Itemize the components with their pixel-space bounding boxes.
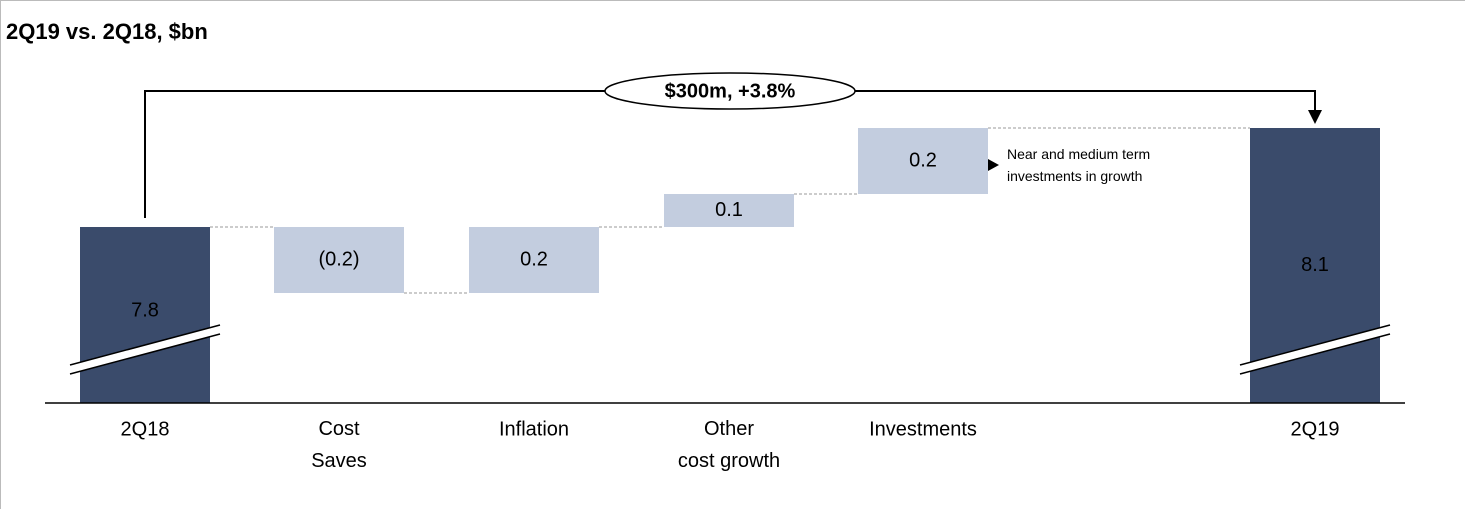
value-label: 8.1 (1301, 254, 1329, 276)
chart-title: 2Q19 vs. 2Q18, $bn (6, 19, 208, 44)
x-tick-label: Other cost growth (678, 418, 780, 472)
note-arrow (988, 159, 999, 171)
axis-break-edge (1239, 333, 1391, 375)
change-callout (604, 72, 856, 110)
bar (80, 227, 210, 403)
value-label: 7.8 (131, 299, 159, 321)
axis-break-edge (69, 333, 221, 375)
bar (858, 128, 988, 194)
value-label: (0.2) (318, 248, 359, 270)
x-tick-label: Cost Saves (311, 418, 367, 472)
investment-note: Near and medium term investments in growt… (1007, 146, 1150, 184)
bar (664, 194, 794, 227)
value-label: 0.1 (715, 199, 743, 221)
axis-break (1240, 325, 1390, 374)
axis-break (70, 325, 220, 374)
value-label: 0.2 (909, 149, 937, 171)
arrow-head (1308, 110, 1322, 124)
x-tick-label: Inflation (499, 418, 569, 440)
x-tick-label: 2Q18 (121, 418, 170, 440)
axis-break-edge (69, 324, 221, 366)
bar (469, 227, 599, 293)
x-tick-label: 2Q19 (1291, 418, 1340, 440)
x-tick-label: Investments (869, 418, 977, 440)
axis-break-edge (1239, 324, 1391, 366)
value-label: 0.2 (520, 248, 548, 270)
bar (274, 227, 404, 293)
change-label: $300m, +3.8% (665, 80, 796, 102)
